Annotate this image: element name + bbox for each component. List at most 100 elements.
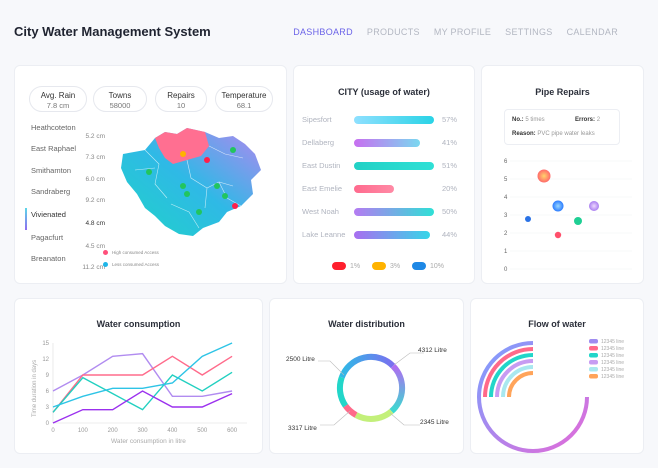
place-item[interactable]: Smithamton 6.0 cm — [31, 166, 105, 183]
repair-bubble[interactable] — [589, 201, 599, 211]
stat-value: 68.1 — [236, 101, 252, 110]
map-region-high — [155, 128, 209, 164]
card-title: Pipe Repairs — [535, 87, 590, 97]
place-item[interactable]: East Raphael 7.3 cm — [31, 144, 105, 161]
consumption-line-chart[interactable]: Time duration in days Water consumption … — [15, 335, 264, 451]
x-tick-label: 100 — [78, 428, 89, 434]
info-label: No.: — [512, 117, 524, 123]
city-name: Dellaberg — [302, 138, 335, 147]
region-map[interactable] — [115, 124, 275, 244]
stat-repairs[interactable]: Repairs 10 — [155, 86, 207, 112]
nav-calendar[interactable]: CALENDAR — [566, 27, 618, 37]
main-nav: DASHBOARD PRODUCTS MY PROFILE SETTINGS C… — [293, 27, 618, 37]
flow-arc[interactable] — [489, 353, 534, 398]
legend-pill — [372, 262, 386, 270]
place-name: Sandraberg — [31, 187, 71, 196]
place-item[interactable]: Sandraberg 9.2 cm — [31, 187, 105, 204]
stat-avg-rain[interactable]: Avg. Rain 7.8 cm — [29, 86, 87, 112]
map-marker[interactable] — [196, 209, 202, 215]
place-value: 4.8 cm — [85, 220, 105, 227]
legend-label: 10% — [430, 262, 445, 270]
place-item[interactable]: Pagacfurt 4.5 cm — [31, 233, 105, 250]
map-region-base — [121, 128, 261, 236]
stat-temperature[interactable]: Temperature 68.1 — [215, 86, 273, 112]
distribution-donut[interactable]: 2500 Litre 4312 Litre 3317 Litre 2345 Li… — [270, 331, 465, 455]
usage-percent: 41% — [442, 138, 458, 147]
nav-settings[interactable]: SETTINGS — [505, 27, 553, 37]
map-marker[interactable] — [180, 183, 186, 189]
legend-swatch — [589, 360, 598, 365]
y-tick-label: 12 — [42, 357, 49, 363]
series-line-4[interactable] — [52, 342, 233, 408]
stat-label: Towns — [108, 91, 132, 100]
card-title: Flow of water — [528, 319, 586, 329]
series-line-2[interactable] — [52, 355, 233, 413]
usage-row[interactable]: Sipesfort 57% — [302, 113, 466, 127]
donut-segment[interactable] — [343, 403, 358, 418]
repair-bubble[interactable] — [525, 216, 531, 222]
flow-arc[interactable] — [507, 371, 534, 398]
y-tick: 3 — [504, 213, 508, 219]
flow-radial-chart[interactable]: 12345 line 12345 line 12345 line 12345 l… — [471, 333, 645, 453]
water-distribution-card: Water distribution 2500 Litre 4312 Litre… — [269, 298, 464, 454]
y-tick-label: 3 — [46, 405, 50, 411]
legend-label: Less consumed Access — [112, 262, 160, 267]
place-value: 4.5 cm — [85, 243, 105, 250]
series-line-5[interactable] — [52, 390, 233, 424]
flow-arc[interactable] — [477, 341, 589, 453]
usage-row[interactable]: East Emelie 20% — [302, 182, 466, 196]
y-tick: 1 — [504, 249, 508, 255]
map-marker[interactable] — [214, 183, 220, 189]
flow-card: Flow of water 12345 line 12345 line 1234… — [470, 298, 644, 454]
flow-arc[interactable] — [495, 359, 534, 398]
place-name: Heathcoteton — [31, 123, 76, 132]
place-item[interactable]: Breanaton 11.2 cm — [31, 254, 105, 271]
repair-bubble[interactable] — [552, 200, 564, 212]
flow-arc[interactable] — [483, 347, 534, 398]
place-item-selected[interactable]: Vivienated 4.8 cm — [31, 210, 105, 227]
repair-bubble[interactable] — [537, 169, 551, 183]
usage-bar — [354, 162, 434, 170]
nav-dashboard[interactable]: DASHBOARD — [293, 27, 353, 37]
flow-legend: 12345 line 12345 line 12345 line 12345 l… — [589, 339, 624, 380]
usage-row[interactable]: West Noah 50% — [302, 205, 466, 219]
card-title: CITY (usage of water) — [338, 87, 430, 97]
usage-row[interactable]: Dellaberg 41% — [302, 136, 466, 150]
map-marker[interactable] — [232, 203, 238, 209]
x-axis-label: Water consumption in litre — [111, 438, 186, 445]
donut-segment[interactable] — [389, 363, 406, 414]
donut-segment[interactable] — [354, 408, 394, 422]
info-value: PVC pipe water leaks — [537, 131, 595, 137]
flow-arc[interactable] — [501, 365, 534, 398]
legend-label: 12345 line — [601, 353, 624, 359]
repairs-bubble-chart[interactable]: 6 5 4 3 2 1 0 — [482, 151, 645, 276]
map-marker[interactable] — [146, 169, 152, 175]
x-tick-label: 300 — [138, 428, 149, 434]
stat-towns[interactable]: Towns 58000 — [93, 86, 147, 112]
overview-card: Avg. Rain 7.8 cm Towns 58000 Repairs 10 … — [14, 65, 287, 284]
y-tick: 5 — [504, 177, 508, 183]
usage-row[interactable]: East Dustin 51% — [302, 159, 466, 173]
map-marker[interactable] — [230, 147, 236, 153]
map-marker[interactable] — [222, 193, 228, 199]
donut-segment[interactable] — [338, 353, 396, 379]
header: City Water Management System DASHBOARD P… — [0, 0, 658, 60]
place-item[interactable]: Heathcoteton 5.2 cm — [31, 123, 105, 140]
map-marker[interactable] — [204, 157, 210, 163]
x-tick-label: 200 — [108, 428, 119, 434]
card-title: Water distribution — [328, 319, 405, 329]
usage-bar — [354, 208, 434, 216]
nav-my-profile[interactable]: MY PROFILE — [433, 27, 492, 37]
map-marker[interactable] — [180, 151, 186, 157]
repair-bubble[interactable] — [554, 231, 562, 239]
series-line-3[interactable] — [52, 371, 233, 413]
place-name: Smithamton — [31, 166, 72, 175]
usage-row[interactable]: Lake Leanne 44% — [302, 228, 466, 242]
map-marker[interactable] — [184, 191, 190, 197]
donut-segment[interactable] — [336, 376, 349, 408]
x-tick-label: 500 — [197, 428, 208, 434]
repair-bubble[interactable] — [574, 217, 582, 225]
x-tick-label: 0 — [51, 428, 55, 434]
legend-label: 12345 line — [601, 360, 624, 366]
nav-products[interactable]: PRODUCTS — [366, 27, 420, 37]
